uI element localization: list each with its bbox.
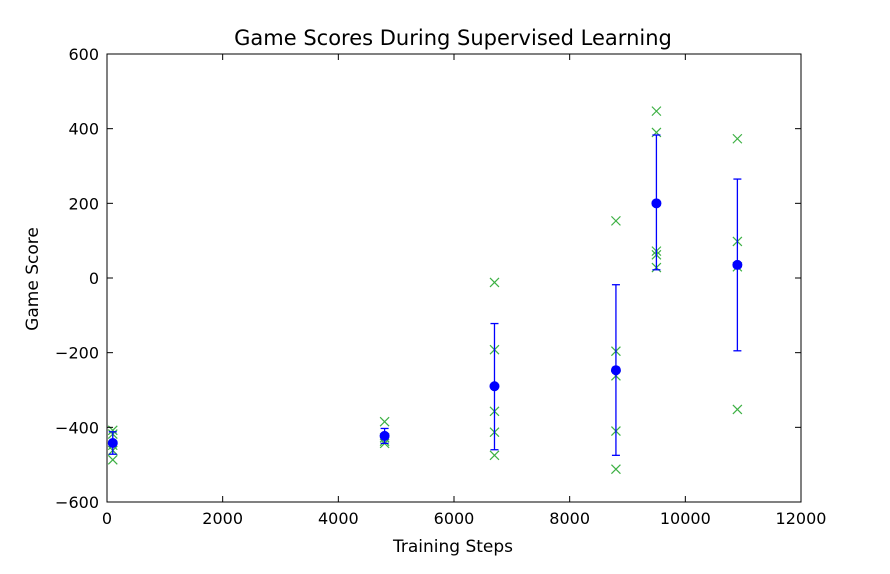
sample-point (611, 215, 621, 226)
y-axis-title: Game Score (23, 227, 43, 331)
y-tick-label: −200 (55, 344, 99, 363)
x-tick-label: 4000 (318, 509, 359, 528)
sample-point (489, 450, 500, 461)
y-tick-label: 200 (68, 194, 99, 213)
sample-point (651, 106, 662, 117)
x-tick-label: 2000 (202, 509, 243, 528)
sample-point (107, 454, 118, 465)
y-tick-label: 600 (68, 45, 99, 64)
sample-point (611, 464, 621, 475)
sample-point (732, 404, 743, 415)
sample-point (732, 133, 743, 144)
mean-point (610, 365, 621, 376)
plot-frame (106, 53, 802, 503)
mean-point (489, 381, 500, 392)
x-tick-label: 10000 (660, 509, 711, 528)
x-tick-label: 6000 (434, 509, 475, 528)
y-tick-label: −400 (55, 418, 99, 437)
sample-point (489, 277, 500, 288)
y-tick-label: 0 (89, 269, 99, 288)
x-tick-label: 0 (102, 509, 112, 528)
chart-title: Game Scores During Supervised Learning (234, 26, 672, 50)
mean-point (732, 259, 743, 270)
mean-point (379, 430, 390, 441)
axis-ticks: 0 2000 4000 6000 8000 10000 12000 −600 −400 −200 0… (55, 45, 826, 528)
x-tick-label: 12000 (776, 509, 827, 528)
x-axis-title: Training Steps (392, 537, 513, 557)
y-tick-label: −600 (55, 493, 99, 512)
mean-point (107, 438, 118, 449)
mean-point (651, 198, 662, 209)
y-tick-label: 400 (68, 120, 99, 139)
x-tick-label: 8000 (549, 509, 590, 528)
sample-point (379, 416, 390, 427)
plot-area (107, 106, 743, 475)
